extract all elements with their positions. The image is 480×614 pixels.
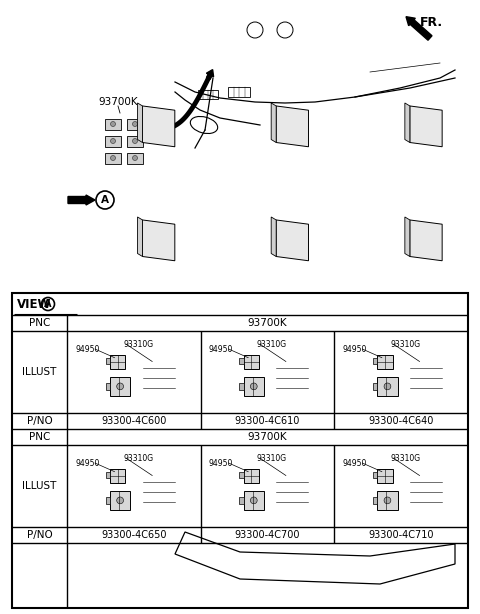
Bar — [373, 358, 377, 365]
Text: 93700K: 93700K — [248, 432, 288, 442]
Polygon shape — [276, 106, 309, 147]
Polygon shape — [148, 442, 158, 508]
Text: 93310G: 93310G — [390, 454, 420, 462]
Text: 93300-4C700: 93300-4C700 — [235, 530, 300, 540]
Bar — [127, 136, 143, 147]
Bar — [105, 119, 121, 130]
FancyArrow shape — [68, 195, 95, 205]
Circle shape — [251, 383, 257, 390]
Text: 93300-4C650: 93300-4C650 — [101, 530, 167, 540]
Text: VIEW: VIEW — [17, 298, 51, 311]
Bar — [377, 377, 397, 396]
Circle shape — [117, 383, 123, 390]
Polygon shape — [405, 103, 410, 142]
Text: 94950: 94950 — [75, 459, 99, 467]
Polygon shape — [137, 103, 143, 142]
Polygon shape — [410, 220, 442, 261]
Text: 93300-4C600: 93300-4C600 — [101, 416, 167, 426]
Polygon shape — [271, 103, 276, 142]
Text: PNC: PNC — [29, 432, 50, 442]
Bar — [106, 383, 110, 390]
FancyArrow shape — [406, 17, 432, 41]
Polygon shape — [271, 217, 276, 257]
Bar — [198, 90, 218, 99]
Polygon shape — [143, 106, 175, 147]
Text: 94950: 94950 — [209, 459, 233, 467]
Bar — [243, 469, 259, 483]
Text: 94950: 94950 — [342, 459, 367, 467]
Bar — [243, 355, 259, 368]
Circle shape — [132, 155, 137, 160]
Text: 94950: 94950 — [342, 344, 367, 354]
Text: A: A — [101, 195, 109, 205]
Circle shape — [110, 122, 116, 126]
Text: A: A — [44, 299, 52, 309]
Text: P/NO: P/NO — [26, 530, 52, 540]
Text: 93310G: 93310G — [390, 340, 420, 349]
Bar — [373, 472, 377, 478]
Bar — [243, 491, 264, 510]
Bar — [105, 136, 121, 147]
Text: 93310G: 93310G — [123, 340, 153, 349]
Bar — [106, 358, 110, 365]
Bar — [373, 497, 377, 504]
Bar — [373, 383, 377, 390]
Text: 93300-4C710: 93300-4C710 — [369, 530, 434, 540]
Text: 93700K: 93700K — [248, 318, 288, 328]
Circle shape — [110, 155, 116, 160]
Circle shape — [110, 139, 116, 144]
Polygon shape — [276, 220, 309, 261]
Text: PNC: PNC — [29, 318, 50, 328]
Bar — [240, 472, 243, 478]
Bar — [12, 293, 468, 608]
Circle shape — [384, 383, 391, 390]
Text: 93310G: 93310G — [123, 454, 153, 462]
Bar — [127, 119, 143, 130]
Circle shape — [132, 139, 137, 144]
Polygon shape — [405, 217, 410, 257]
Bar — [240, 358, 243, 365]
Bar — [110, 491, 130, 510]
Bar — [106, 472, 110, 478]
Bar — [240, 383, 243, 390]
Bar — [106, 497, 110, 504]
Bar — [127, 153, 143, 164]
Text: ILLUST: ILLUST — [22, 481, 57, 491]
Circle shape — [384, 497, 391, 504]
Text: P/NO: P/NO — [26, 416, 52, 426]
Text: FR.: FR. — [420, 15, 443, 28]
Polygon shape — [137, 217, 143, 257]
Bar — [377, 469, 393, 483]
Circle shape — [251, 497, 257, 504]
Circle shape — [117, 497, 123, 504]
Bar — [240, 497, 243, 504]
Text: 93310G: 93310G — [257, 340, 287, 349]
Bar — [110, 469, 125, 483]
Polygon shape — [410, 106, 442, 147]
Bar — [377, 355, 393, 368]
Text: 93700K: 93700K — [98, 97, 138, 107]
Bar — [110, 377, 130, 396]
Bar — [110, 355, 125, 368]
Bar — [105, 153, 121, 164]
Text: 94950: 94950 — [209, 344, 233, 354]
Text: 93310G: 93310G — [257, 454, 287, 462]
Text: 93300-4C610: 93300-4C610 — [235, 416, 300, 426]
Polygon shape — [143, 220, 175, 261]
Text: 94950: 94950 — [75, 344, 99, 354]
Bar — [228, 87, 250, 97]
Circle shape — [132, 122, 137, 126]
Text: ILLUST: ILLUST — [22, 367, 57, 377]
Bar — [243, 377, 264, 396]
Text: 93300-4C640: 93300-4C640 — [369, 416, 434, 426]
FancyArrow shape — [206, 69, 214, 79]
Bar — [377, 491, 397, 510]
Polygon shape — [98, 440, 152, 508]
